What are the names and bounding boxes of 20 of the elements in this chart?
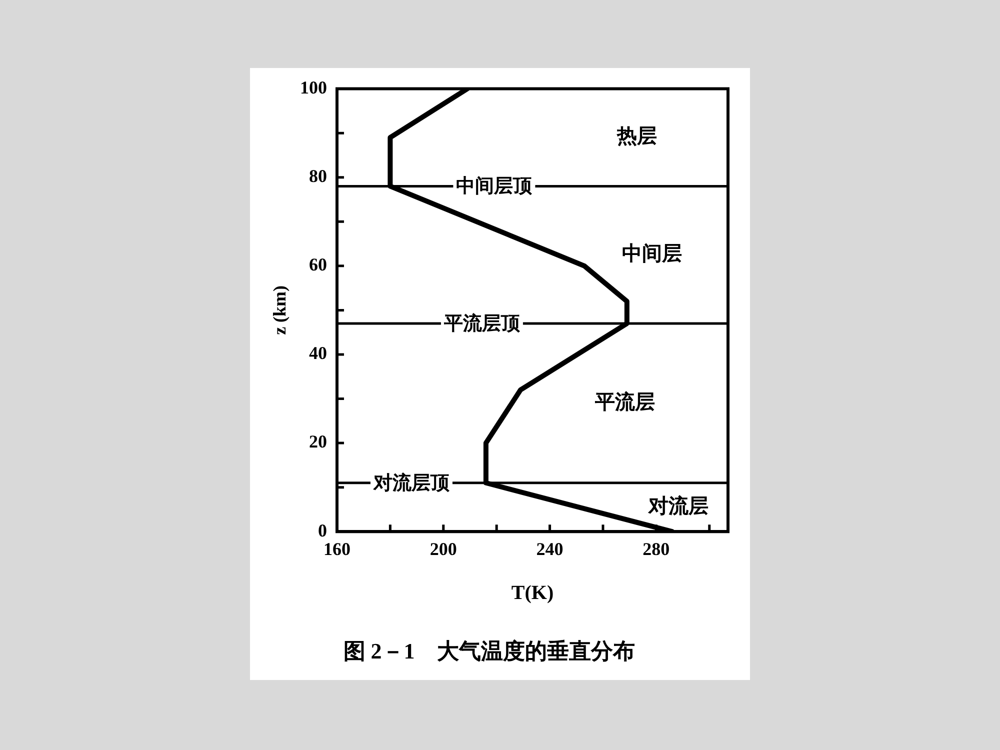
x-tick-label: 280	[642, 539, 670, 560]
y-tick-label: 80	[309, 166, 327, 186]
y-tick-label: 60	[309, 254, 327, 275]
y-tick-label: 40	[309, 343, 327, 364]
annotation: 平流层	[594, 390, 656, 414]
x-axis-title: T(K)	[511, 582, 554, 604]
y-tick-label: 20	[309, 432, 327, 452]
y-axis-title: z (km)	[269, 285, 290, 335]
x-tick-label: 200	[430, 539, 457, 560]
annotation: 热层	[616, 126, 657, 148]
ref-line-label: 中间层顶	[456, 175, 534, 198]
y-tick-label: 0	[318, 520, 327, 540]
ref-line-label: 对流层顶	[372, 472, 450, 494]
y-tick-label: 100	[300, 77, 327, 98]
x-tick-label: 160	[324, 539, 350, 560]
ref-line-label: 平流层顶	[442, 312, 521, 334]
annotation: 中间层	[622, 243, 682, 266]
text: 图 2－1 大气温度的垂直分布	[343, 638, 635, 664]
x-tick-label: 240	[536, 539, 564, 560]
annotation: 对流层	[647, 494, 708, 518]
